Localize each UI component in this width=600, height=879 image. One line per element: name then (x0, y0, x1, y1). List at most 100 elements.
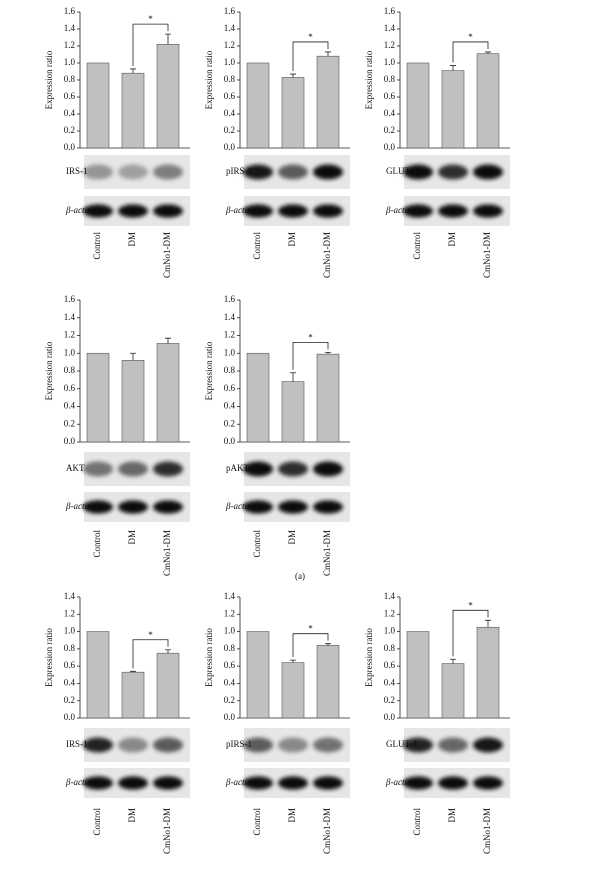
bar (156, 343, 180, 443)
bar (86, 631, 110, 719)
x-tick-label: Control (412, 808, 422, 836)
bar (86, 62, 110, 149)
panel-label: (a) (295, 571, 305, 581)
blot-band (278, 164, 308, 180)
x-tick-label: Control (252, 232, 262, 260)
bar (121, 72, 145, 149)
x-tick-label: DM (127, 808, 137, 823)
blot-label: β-actin (225, 205, 252, 215)
y-tick-label: 1.4 (64, 591, 76, 601)
y-tick-label: 0.8 (64, 74, 76, 84)
significance-label: * (148, 630, 153, 640)
bar (316, 353, 340, 443)
y-tick-label: 0.0 (384, 142, 396, 152)
y-tick-label: 1.0 (64, 57, 76, 67)
y-tick-label: 0.6 (224, 660, 236, 670)
bar (246, 352, 270, 443)
blot-band (438, 164, 468, 180)
y-tick-label: 0.4 (384, 108, 396, 118)
blot-label: pIRS-1 (226, 739, 252, 749)
y-tick-label: 1.2 (64, 330, 75, 340)
blot-band (438, 737, 468, 753)
y-tick-label: 0.0 (64, 712, 76, 722)
blot-band (313, 164, 343, 180)
y-tick-label: 0.6 (384, 91, 396, 101)
y-tick-label: 0.6 (384, 660, 396, 670)
blot-label: pIRS-1 (226, 166, 252, 176)
x-tick-label: CmNo1-DM (322, 808, 332, 854)
significance-bracket (132, 639, 169, 669)
blot-band (278, 500, 308, 514)
y-tick-label: 1.4 (64, 23, 76, 33)
y-tick-label: 0.0 (224, 142, 236, 152)
x-tick-label: Control (412, 232, 422, 260)
error-bar (130, 352, 136, 361)
y-tick-label: 1.2 (64, 40, 75, 50)
y-tick-label: 1.0 (64, 347, 76, 357)
y-tick-label: 1.2 (64, 608, 75, 618)
error-bar (130, 68, 136, 74)
error-bar (290, 659, 296, 663)
blot-band (313, 461, 343, 477)
blot-band (83, 204, 113, 218)
y-tick-label: 0.8 (224, 74, 236, 84)
y-tick-label: 1.2 (224, 40, 235, 50)
y-axis-label: Expression ratio (204, 50, 214, 109)
y-tick-label: 1.4 (384, 591, 396, 601)
error-bar (450, 65, 456, 71)
y-tick-label: 1.4 (224, 312, 236, 322)
y-tick-label: 0.4 (64, 401, 76, 411)
x-tick-label: CmNo1-DM (482, 232, 492, 278)
y-tick-label: 0.8 (224, 643, 236, 653)
y-tick-label: 0.2 (224, 695, 235, 705)
blot-band (403, 164, 433, 180)
x-tick-label: DM (287, 530, 297, 545)
blot-band (403, 204, 433, 218)
blot-band (153, 776, 183, 790)
y-tick-label: 1.0 (224, 626, 236, 636)
y-tick-label: 0.0 (224, 712, 236, 722)
bar (281, 381, 305, 443)
blot-band (243, 204, 273, 218)
x-tick-label: CmNo1-DM (322, 232, 332, 278)
blot-band (473, 737, 503, 753)
error-bar (485, 619, 491, 628)
error-bar (290, 372, 296, 382)
significance-bracket (292, 633, 329, 658)
blot-band (118, 776, 148, 790)
blot-band (118, 500, 148, 514)
blot-band (438, 204, 468, 218)
y-axis-label: Expression ratio (44, 341, 54, 400)
blot-band (403, 737, 433, 753)
x-tick-label: CmNo1-DM (162, 808, 172, 854)
bar (246, 62, 270, 149)
blot-band (153, 500, 183, 514)
y-tick-label: 1.2 (224, 330, 235, 340)
error-bar (325, 51, 331, 57)
blot-band (243, 461, 273, 477)
blot-label: β-actin (65, 205, 92, 215)
bar (86, 352, 110, 443)
bar (476, 53, 500, 149)
blot-band (278, 461, 308, 477)
y-tick-label: 1.2 (384, 608, 395, 618)
error-bar (165, 337, 171, 344)
bar (441, 70, 465, 149)
y-tick-label: 0.4 (64, 108, 76, 118)
blot-band (278, 776, 308, 790)
y-tick-label: 1.4 (64, 312, 76, 322)
significance-label: * (468, 32, 473, 42)
blot-band (278, 204, 308, 218)
significance-bracket (452, 41, 489, 63)
y-tick-label: 1.0 (224, 347, 236, 357)
bar (246, 631, 270, 719)
blot-band (118, 737, 148, 753)
blot-band (83, 737, 113, 753)
blot-band (153, 737, 183, 753)
y-tick-label: 0.2 (64, 418, 75, 428)
y-axis-label: Expression ratio (204, 341, 214, 400)
blot-band (243, 164, 273, 180)
significance-bracket (452, 609, 489, 657)
y-tick-label: 0.4 (224, 108, 236, 118)
